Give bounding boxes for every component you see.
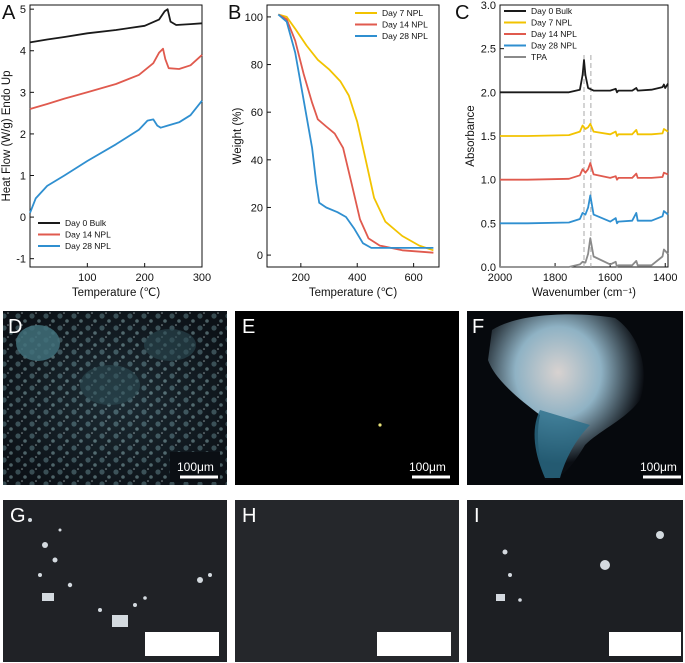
chart-b: 200 400 600 0 20 40 60 80 100 Temperature (℃) Weig… (232, 4, 440, 299)
y-tick-label-a: 5 (20, 4, 26, 16)
x-tick-label-b: 600 (404, 272, 422, 284)
y-axis-label-c: Absorbance (465, 105, 477, 166)
series-line-a-1 (29, 47, 203, 110)
micrograph-f: 100μm F (467, 311, 683, 485)
y-tick-label-a: 3 (20, 87, 26, 99)
series-line-a-2 (29, 100, 203, 214)
legend-label-c-3: Day 28 NPL (531, 41, 577, 51)
panel-label-f: F (472, 316, 484, 338)
y-tick-label-b: 40 (251, 155, 263, 167)
panel-label-g: G (10, 505, 26, 527)
y-tick-label-c: 1.5 (481, 131, 496, 143)
x-tick-label-c: 2000 (488, 272, 512, 284)
y-tick-label-c: 1.0 (481, 175, 496, 187)
y-tick-label-b: 0 (257, 250, 263, 262)
legend-label-b-0: Day 7 NPL (382, 8, 423, 18)
series-line-b-0 (278, 13, 434, 252)
micrograph-g: 10μm G (3, 500, 227, 662)
micrograph-h: 10μm H (235, 500, 459, 662)
chart-a: 100 200 300 -1 0 1 2 3 4 5 Temperature (℃) Heat Flo… (1, 4, 211, 299)
scale-bar-label-d: 100μm (177, 460, 214, 474)
y-tick-label-a: 1 (20, 171, 26, 183)
y-tick-label-c: 3.0 (481, 0, 496, 12)
legend-label-c-4: TPA (531, 52, 547, 62)
micrograph-i: 10μm I (467, 500, 683, 662)
series-line-c-2 (500, 162, 669, 181)
legend-label-b-1: Day 14 NPL (382, 20, 428, 30)
legend-label-a-1: Day 14 NPL (65, 230, 111, 240)
y-axis-label-a: Heat Flow (W/g) Endo Up (1, 70, 13, 201)
micrograph-d: 100μm D (3, 311, 227, 485)
panel-label-e: E (242, 316, 255, 338)
scale-bar-label-g: 10μm (165, 635, 195, 649)
series-line-c-4 (500, 237, 669, 268)
x-axis-label-a: Temperature (℃) (72, 287, 160, 299)
legend-label-c-1: Day 7 NPL (531, 18, 572, 28)
y-axis-label-b: Weight (%) (232, 108, 244, 165)
x-tick-label-a: 300 (193, 272, 211, 284)
x-tick-label-c: 1800 (543, 272, 567, 284)
scale-bar-label-i: 10μm (628, 635, 658, 649)
plot-frame-b (266, 4, 440, 268)
legend-label-b-2: Day 28 NPL (382, 31, 428, 41)
panel-label-h: H (242, 505, 256, 527)
chart-c: 2000 1800 1600 1400 0.0 0.5 1.0 1.5 2.0 2.5 3.0 Wav… (465, 0, 677, 299)
scale-bar-label-e: 100μm (409, 460, 446, 474)
panel-label-b: B (228, 2, 241, 24)
x-tick-label-a: 200 (135, 272, 153, 284)
y-tick-label-a: -1 (16, 254, 26, 266)
panel-label-c: C (455, 2, 469, 24)
y-tick-label-a: 4 (20, 46, 26, 58)
scale-bar-label-f: 100μm (640, 460, 677, 474)
plot-frame-a (29, 4, 203, 268)
y-tick-label-b: 80 (251, 60, 263, 72)
panel-label-d: D (8, 316, 22, 338)
series-line-c-0 (500, 59, 669, 94)
x-tick-label-b: 200 (292, 272, 310, 284)
series-line-c-1 (500, 122, 669, 137)
legend-label-a-0: Day 0 Bulk (65, 218, 107, 228)
x-tick-label-b: 400 (348, 272, 366, 284)
x-tick-label-c: 1600 (598, 272, 622, 284)
y-tick-label-c: 0.0 (481, 262, 496, 274)
y-tick-label-c: 2.5 (481, 44, 496, 56)
y-tick-label-a: 0 (20, 212, 26, 224)
x-tick-label-c: 1400 (653, 272, 677, 284)
y-tick-label-c: 0.5 (481, 218, 496, 230)
y-tick-label-b: 60 (251, 107, 263, 119)
x-tick-label-a: 100 (78, 272, 96, 284)
y-tick-label-b: 100 (245, 12, 263, 24)
series-line-a-0 (29, 8, 203, 44)
legend-label-c-0: Day 0 Bulk (531, 6, 573, 16)
scale-bar-label-h: 10μm (397, 635, 427, 649)
micrograph-e: 100μm E (235, 311, 459, 485)
legend-label-c-2: Day 14 NPL (531, 29, 577, 39)
y-tick-label-a: 2 (20, 129, 26, 141)
y-tick-label-b: 20 (251, 202, 263, 214)
series-line-c-3 (500, 194, 669, 225)
x-axis-label-b: Temperature (℃) (309, 287, 397, 299)
x-axis-label-c: Wavenumber (cm⁻¹) (532, 287, 636, 299)
legend-label-a-2: Day 28 NPL (65, 241, 111, 251)
y-tick-label-c: 2.0 (481, 87, 496, 99)
series-line-b-2 (277, 13, 434, 249)
series-line-b-1 (277, 13, 434, 254)
panel-label-a: A (2, 2, 16, 24)
panel-label-i: I (474, 505, 480, 527)
